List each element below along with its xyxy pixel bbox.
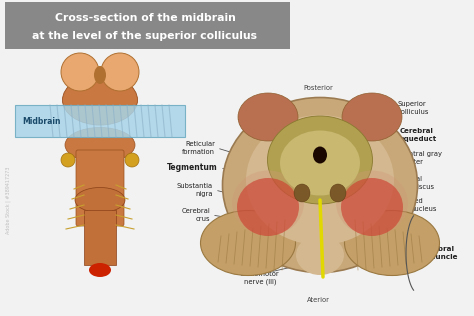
Text: Reticular
formation: Reticular formation (182, 141, 215, 155)
Ellipse shape (296, 235, 344, 275)
Text: Medial
lemniscus: Medial lemniscus (400, 176, 434, 190)
Ellipse shape (101, 53, 139, 91)
Ellipse shape (280, 131, 360, 196)
Text: Cerebral
crus: Cerebral crus (181, 208, 210, 222)
Ellipse shape (61, 153, 75, 167)
Text: Cerebral
peduncle: Cerebral peduncle (420, 246, 457, 260)
Ellipse shape (201, 210, 295, 276)
Text: Midbrain: Midbrain (22, 117, 61, 125)
Ellipse shape (237, 178, 299, 236)
Ellipse shape (342, 93, 402, 141)
Ellipse shape (305, 119, 335, 141)
Text: Cross-section of the midbrain: Cross-section of the midbrain (55, 13, 236, 23)
Ellipse shape (294, 184, 310, 202)
Ellipse shape (75, 187, 125, 212)
Text: Red
nucleus: Red nucleus (410, 198, 437, 212)
Ellipse shape (341, 178, 403, 236)
Text: Superior
colliculus: Superior colliculus (398, 101, 429, 115)
Text: Cerebral
aqueduct: Cerebral aqueduct (400, 128, 437, 142)
Text: Posterior: Posterior (303, 85, 333, 91)
Ellipse shape (238, 93, 298, 141)
Text: Adobe Stock | #389417273: Adobe Stock | #389417273 (5, 166, 11, 234)
Ellipse shape (222, 98, 418, 272)
Ellipse shape (94, 66, 106, 84)
Text: Tectum: Tectum (238, 118, 269, 127)
Ellipse shape (330, 184, 346, 202)
Ellipse shape (61, 53, 99, 91)
Text: Oculomotor
nerve (III): Oculomotor nerve (III) (240, 271, 280, 285)
Text: Central gray
matter: Central gray matter (400, 151, 442, 165)
Text: Aterior: Aterior (307, 297, 329, 303)
Text: Tegmentum: Tegmentum (167, 163, 218, 173)
Text: at the level of the superior colliculus: at the level of the superior colliculus (33, 31, 257, 41)
FancyBboxPatch shape (76, 150, 124, 226)
Ellipse shape (232, 171, 304, 235)
Bar (5, 2, 290, 49)
Ellipse shape (267, 116, 373, 204)
Ellipse shape (246, 115, 394, 245)
Ellipse shape (313, 147, 327, 163)
Bar (15, 105, 185, 137)
Ellipse shape (65, 127, 135, 162)
Ellipse shape (89, 263, 111, 277)
Ellipse shape (125, 153, 139, 167)
Ellipse shape (336, 171, 408, 235)
Ellipse shape (63, 75, 137, 125)
FancyBboxPatch shape (84, 210, 116, 265)
Text: Substantia
nigra: Substantia nigra (177, 183, 213, 197)
Ellipse shape (345, 210, 439, 276)
